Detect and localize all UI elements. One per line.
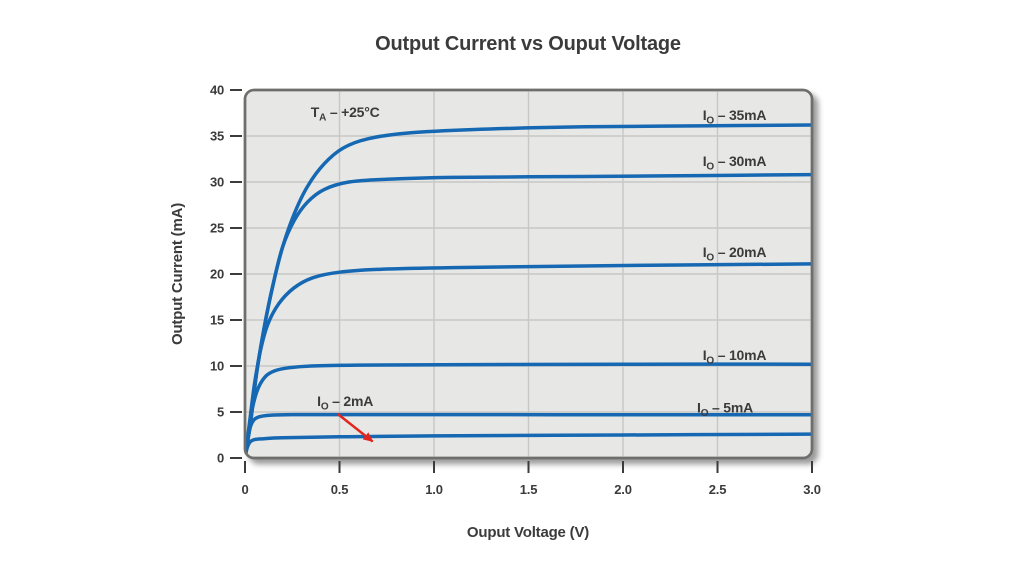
x-tick-label-0: 0 — [241, 482, 248, 497]
y-axis-label: Output Current (mA) — [169, 203, 186, 345]
curve-label-5ma: IO – 5mA — [697, 399, 753, 419]
x-tick-label-3: 3.0 — [803, 482, 820, 497]
chart-title: Output Current vs Ouput Voltage — [375, 33, 681, 55]
plot-area-border — [243, 88, 814, 460]
curve-20ma — [245, 262, 812, 458]
y-tick-label-20: 20 — [210, 267, 224, 282]
x-tick-label-1.5: 1.5 — [520, 482, 537, 497]
curve-2ma — [245, 432, 812, 458]
curve-label-2ma: IO – 2mA — [317, 393, 373, 413]
y-tick-label-15: 15 — [210, 313, 224, 328]
annotation-arrow — [336, 412, 374, 443]
temperature-annotation: TA – +25°C — [311, 104, 380, 124]
y-tick-label-25: 25 — [210, 221, 224, 236]
x-tick-label-2.5: 2.5 — [709, 482, 726, 497]
curve-label-10ma: IO – 10mA — [703, 347, 767, 367]
y-tick-label-40: 40 — [210, 83, 224, 98]
y-tick-label-30: 30 — [210, 175, 224, 190]
x-tick-label-0.5: 0.5 — [331, 482, 348, 497]
y-tick-label-35: 35 — [210, 129, 224, 144]
curve-label-35ma: IO – 35mA — [703, 107, 767, 127]
curve-label-30ma: IO – 30mA — [703, 153, 767, 173]
x-tick-label-2: 2.0 — [614, 482, 631, 497]
axis-tick-labels: 0 5 10 15 20 25 30 35 40 0 0.5 1.0 1.5 2.0 2.5 3.0 — [210, 83, 821, 498]
curve-5ma — [245, 412, 812, 458]
data-curves — [245, 123, 812, 458]
curve-labels: IO – 35mA IO – 30mA IO – 20mA IO – 10mA IO –… — [317, 107, 766, 419]
axis-tick-marks — [230, 89, 813, 473]
x-axis-label: Ouput Voltage (V) — [467, 524, 589, 541]
y-tick-label-10: 10 — [210, 359, 224, 374]
y-tick-label-0: 0 — [217, 451, 224, 466]
annotation-arrow-layer — [336, 412, 374, 443]
curve-label-20ma: IO – 20mA — [703, 244, 767, 264]
gridlines — [245, 90, 812, 458]
x-tick-label-1: 1.0 — [425, 482, 442, 497]
curve-10ma — [245, 362, 812, 458]
y-tick-label-5: 5 — [217, 405, 224, 420]
